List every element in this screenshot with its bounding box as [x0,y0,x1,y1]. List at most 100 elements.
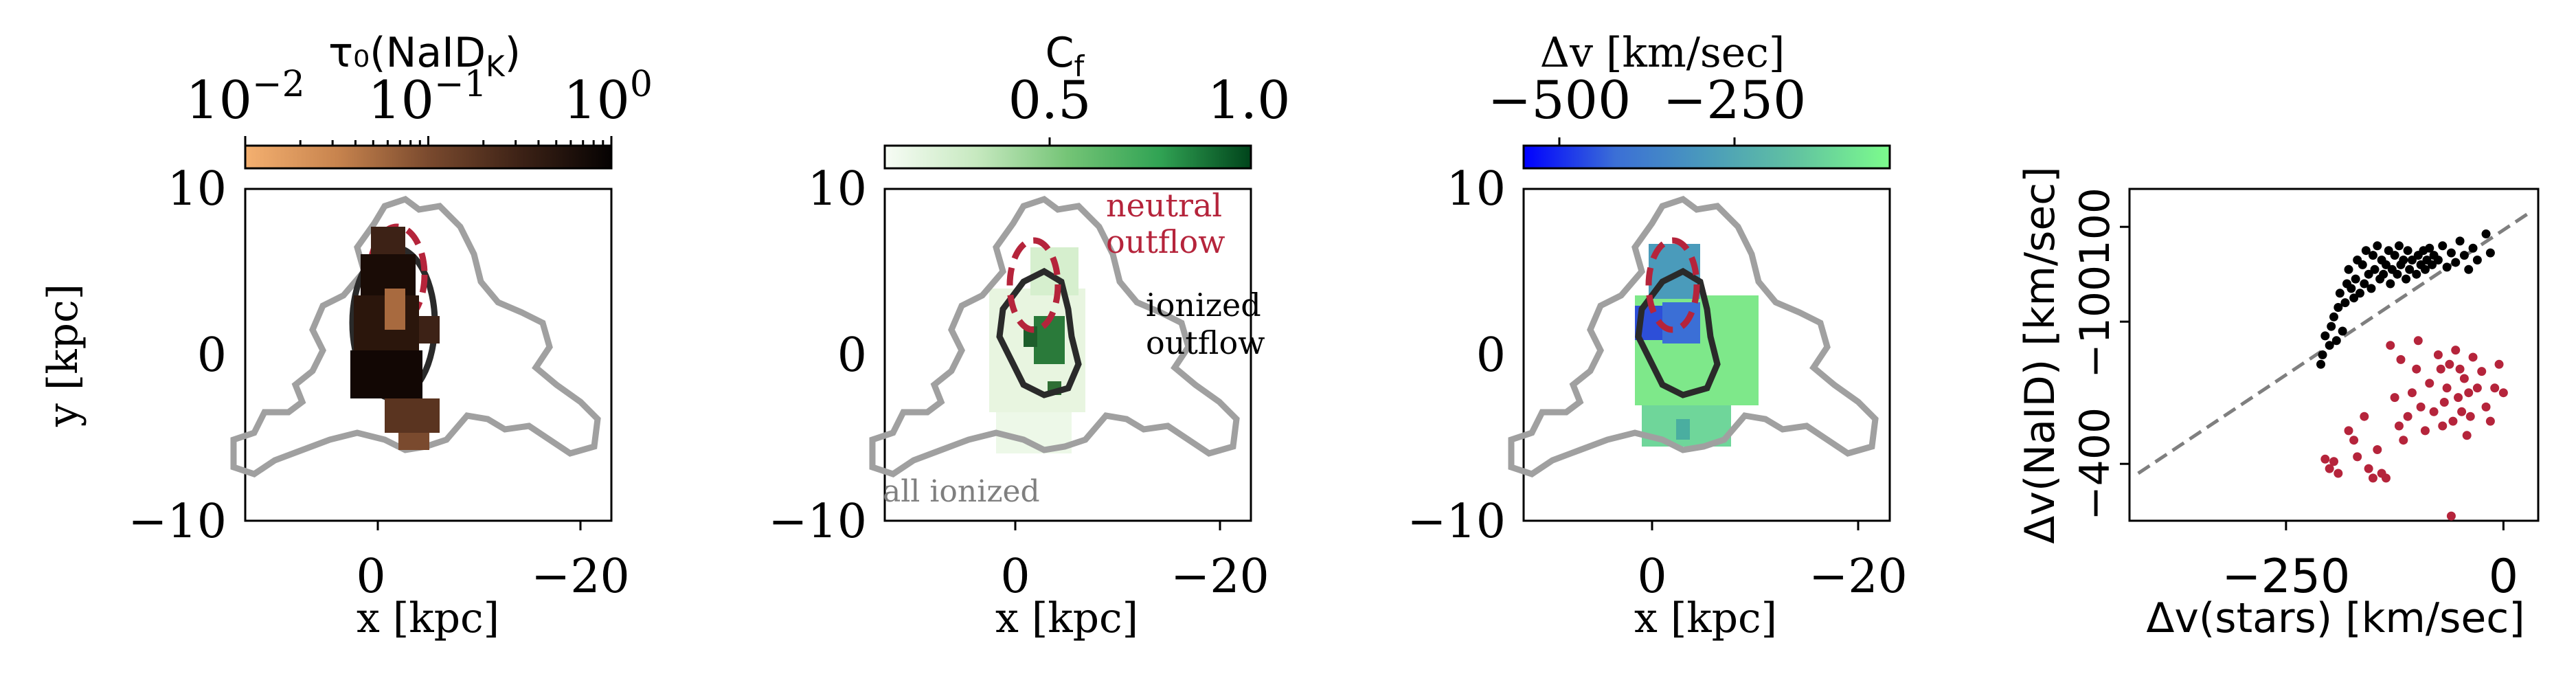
scatter-point-red [2353,452,2362,462]
scatter-point-black [2366,284,2376,293]
scatter-point-red [2446,511,2456,521]
scatter-point-black [2351,274,2360,284]
scatter-point-red [2462,431,2472,440]
scatter-point-black [2402,274,2411,284]
tau-colorbar-minor-ticks [244,136,613,146]
tau-xtick-1: −20 [531,550,630,604]
cf-annotation-neutral-1: neutral [1106,187,1222,224]
scatter-ytick-label: 100 [2071,188,2119,267]
scatter-point-black [2428,260,2437,269]
scatter-point-black [2316,359,2326,369]
scatter-point-red [2420,426,2430,436]
cf-map: neutral outflow ionized outflow all ioni… [768,162,1269,642]
scatter-point-red [2455,364,2465,374]
tau-pixel [350,350,422,398]
scatter-point-black [2393,269,2402,279]
scatter-ytick-label: −100 [2071,265,2119,379]
dv-colorbar-tick-0: −500 [1488,69,1631,131]
cf-xtick-1: −20 [1171,550,1269,604]
scatter-point-red [2465,412,2475,421]
scatter-point-red [2454,393,2463,403]
scatter-point-black [2340,298,2350,308]
scatter-point-red [2459,374,2469,383]
scatter-point-red [2403,412,2413,421]
scatter-point-black [2358,260,2367,269]
scatter-point-red [2325,464,2334,473]
scatter-point-red [2464,388,2474,398]
scatter-ylabel: Δv(NaID) [km/sec] [2016,166,2064,543]
scatter-point-black [2370,264,2380,274]
scatter-point-red [2360,412,2369,421]
scatter-point-red [2394,421,2404,431]
tau-pixel [385,398,440,433]
scatter-point-red [2364,464,2373,473]
tau-ylabel: y [kpc] [39,284,87,427]
scatter-point-red [2413,336,2423,346]
scatter-point-red [2451,346,2461,355]
scatter-point-red [2439,398,2449,407]
tau-pixel [398,433,429,450]
scatter-point-red [2349,436,2359,445]
scatter-point-red [2481,402,2491,412]
scatter-point-red [2494,359,2504,369]
tau-pixel [371,227,405,254]
scatter-point-black [2481,229,2491,239]
panel-cf: Cf 0.5 1.0 neutral outflow ionized outfl… [768,29,1290,642]
scatter-point-black [2325,341,2334,350]
dv-ionized-outflow-contour [1635,267,1721,398]
scatter-point-black [2399,256,2408,264]
dv-colorbar-tick-1: −250 [1663,69,1807,131]
scatter-point-black [2364,269,2373,279]
scatter-point-red [2477,367,2487,376]
scatter-point-black [2318,350,2327,359]
cf-ionized-outflow-contour [996,267,1082,398]
scatter-points [2316,229,2508,521]
scatter-point-red [2485,416,2495,426]
dv-neutral-outflow-contour [1645,237,1700,333]
scatter-point-black [2407,256,2417,264]
scatter-point-red [2412,364,2421,374]
cf-ytick-1: 0 [837,328,867,383]
scatter-point-red [2396,354,2406,364]
scatter-yticks: 100−100 −400 [2071,188,2129,521]
scatter-point-black [2384,246,2393,256]
scatter-point-black [2451,258,2461,267]
scatter-point-red [2498,388,2508,398]
scatter-point-red [2472,383,2482,393]
scatter-xtick-label: 0 [2489,550,2518,604]
cf-ytick-0: 10 [807,162,867,216]
scatter-point-red [2457,407,2467,416]
scatter-point-black [2433,256,2443,264]
tau-pixels [350,227,440,450]
scatter-point-black [2338,326,2347,336]
scatter-xticks: −250 0 [2222,521,2518,604]
scatter-point-red [2407,388,2417,398]
scatter-point-red [2334,469,2343,478]
dv-colorbar [1522,144,1891,170]
scatter-ytick-label: −400 [2071,407,2119,521]
scatter-point-black [2381,260,2391,269]
scatter-point-black [2347,284,2356,293]
scatter-point-black [2379,269,2388,279]
scatter-point-red [2320,454,2330,464]
scatter-axes-frame [2128,188,2540,522]
scatter-point-black [2361,246,2371,256]
scatter-point-black [2438,241,2448,251]
dv-xlabel: x [kpc] [1634,594,1777,642]
scatter-point-black [2468,243,2478,253]
tau-pixel [385,289,405,330]
tau-xtick-0: 0 [356,550,385,604]
tau-colorbar-tick-2: 10−1 [368,64,486,131]
scatter-point-black [2485,248,2495,258]
scatter-point-red [2425,379,2434,388]
cf-annotation-all-ionized: all ionized [883,474,1040,509]
cf-colorbar-title: Cf [1046,29,1085,83]
scatter-point-black [2331,336,2341,346]
scatter-point-red [2468,352,2478,362]
scatter-point-red [2442,383,2452,393]
scatter-point-red [2436,364,2445,374]
cf-all-ionized-contour [869,195,1240,477]
cf-annotation-ionized-1: ionized [1146,286,1261,324]
panel-scatter: −250 0 100−100 −400 Δv(stars) [km/sec] Δv(… [2016,166,2540,642]
tau-colorbar-title: τ₀(NaIDK) [328,29,521,83]
